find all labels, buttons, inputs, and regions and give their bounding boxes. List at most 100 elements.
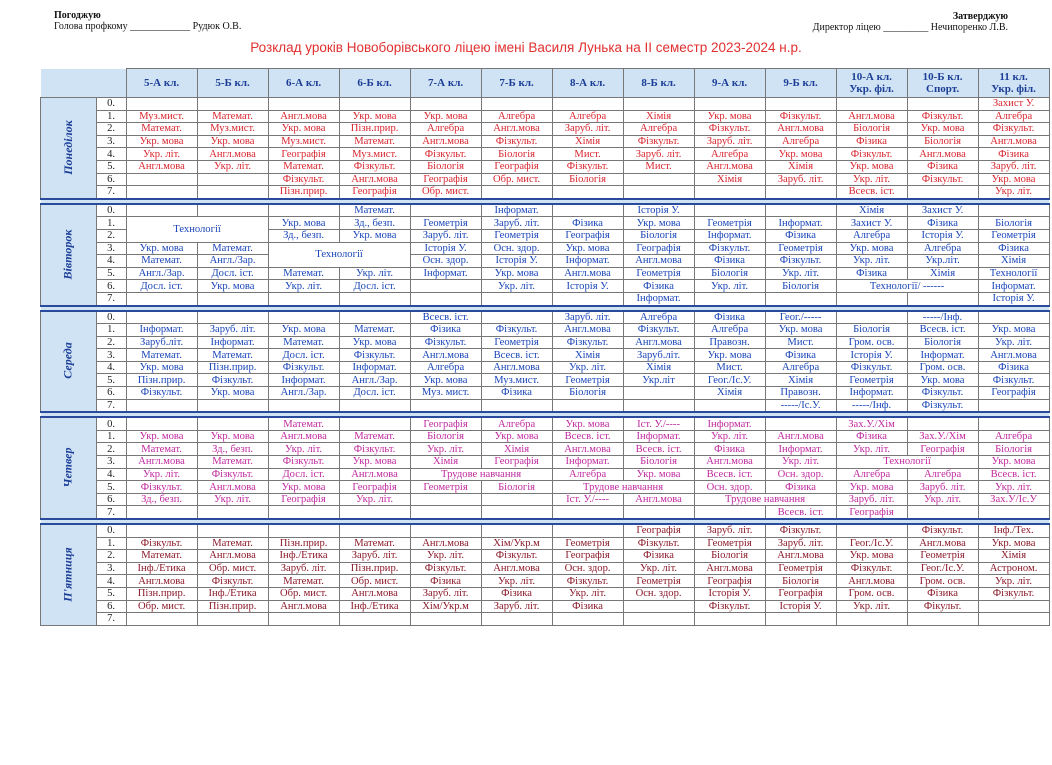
lesson-cell: Математ.: [338, 429, 411, 444]
lesson-cell: Географія: [693, 574, 766, 588]
lesson-row: 7. Пізн.прир. Географія Обр. мист. Всесв. іс…: [41, 185, 1050, 200]
lesson-row: 1. Технології Укр. мова Зд., безп. Геометрія…: [41, 216, 1050, 243]
lesson-cell: Муз.мист.: [480, 373, 553, 388]
class-header: 6-Б кл.: [338, 68, 411, 98]
lesson-cell: Математ.: [338, 323, 411, 337]
lesson-cell: Осн. здор.: [551, 561, 624, 576]
lesson-cell: Біологія: [409, 159, 482, 174]
class-header: 9-Б кл.: [764, 68, 837, 98]
lesson-cell: Укр. літ.: [835, 254, 908, 268]
lesson-cell: Муз. мист.: [409, 386, 482, 400]
lesson-cell: Англ.мова: [906, 147, 979, 161]
lesson-cell: Укр. мова: [622, 216, 695, 230]
lesson-cell: Обр. мист.: [338, 574, 411, 588]
lesson-cell: Інформат.: [551, 254, 624, 268]
lesson-cell: Укр. мова: [835, 159, 908, 174]
lesson-cell: Осн. здор.: [693, 480, 766, 494]
lesson-cell: [125, 97, 198, 111]
merged-lesson-cell: Технології: [835, 455, 979, 469]
lesson-cell: Укр. літ.: [622, 561, 695, 576]
approval-right-line: Директор ліцею _________ Нечипоренко Л.В…: [812, 22, 1008, 33]
lesson-cell: [196, 505, 269, 520]
lesson-cell: Укр. мова: [835, 480, 908, 494]
lesson-number: 1.: [95, 109, 127, 124]
lesson-row: 3. Математ. Математ. Досл. іст. Фізкульт. Анг…: [41, 348, 1050, 362]
lesson-cell: [906, 185, 979, 200]
day-separator: [40, 197, 1050, 205]
lesson-cell: Англ.мова: [764, 122, 837, 136]
lesson-cell: [764, 203, 837, 218]
lesson-row: 1. Інформат. Заруб. літ. Укр. мова Математ. Ф…: [41, 323, 1050, 337]
lesson-number: 2.: [95, 335, 127, 350]
lesson-cell: Англ.мова: [835, 574, 908, 588]
lesson-cell: Обр. мист.: [196, 561, 269, 576]
lesson-cell: Фізкульт.: [906, 386, 979, 400]
lesson-cell: Фізкульт.: [409, 561, 482, 576]
lesson-cell: Технології: [977, 266, 1050, 281]
lesson-cell: Англ.мова: [906, 536, 979, 551]
separator-cell: [40, 518, 1050, 525]
lesson-cell: -----/Інф.: [835, 398, 908, 413]
lesson-cell: Осн. здор.: [622, 586, 695, 601]
lesson-cell: Математ.: [125, 442, 198, 457]
lesson-cell: [551, 203, 624, 218]
class-header: 7-А кл.: [409, 68, 482, 98]
lesson-cell: Англ.мова: [338, 172, 411, 187]
lesson-cell: [267, 203, 340, 218]
lesson-cell: Укр. літ.: [835, 442, 908, 457]
lesson-cell: Укр. літ.: [551, 586, 624, 601]
lesson-cell: Алгебра: [551, 467, 624, 482]
lesson-cell: Англ.мова: [764, 549, 837, 563]
lesson-cell: Укр. літ.: [977, 185, 1050, 200]
lesson-cell: [977, 599, 1050, 614]
lesson-cell: Алгебра: [764, 134, 837, 149]
lesson-cell: [551, 97, 624, 111]
lesson-cell: Фізкульт.: [977, 122, 1050, 136]
lesson-cell: Всесв. іст.: [480, 348, 553, 362]
lesson-row: 7. Всесв. іст. Географія: [41, 505, 1050, 520]
lesson-cell: [196, 416, 269, 431]
lesson-number: 2.: [95, 122, 127, 136]
lesson-cell: Фізика: [551, 599, 624, 614]
lesson-cell: Укр. мова: [338, 228, 411, 243]
lesson-cell: Географія: [338, 480, 411, 494]
lesson-cell: Укр. літ.: [835, 172, 908, 187]
lesson-row: 2. Математ. Англ.мова Інф./Етика Заруб. літ.…: [41, 549, 1050, 563]
lesson-cell: Муз.мист.: [196, 122, 269, 136]
lesson-cell: Фізкульт.: [622, 536, 695, 551]
class-header-row: 5-А кл. 5-Б кл. 6-А кл. 6-Б кл. 7-А кл. 7-Б к…: [40, 68, 1050, 98]
lesson-cell: Хімія: [764, 159, 837, 174]
class-header: 11 кл. Укр. філ.: [977, 68, 1050, 98]
lesson-cell: [622, 172, 695, 187]
lesson-cell: Біологія: [977, 216, 1050, 230]
lesson-cell: Правозн.: [764, 386, 837, 400]
corner-cell: [40, 68, 127, 98]
lesson-cell: Географія: [622, 241, 695, 256]
lesson-cell: Укр. мова: [338, 455, 411, 469]
lesson-cell: Заруб.літ.: [622, 348, 695, 362]
class-header: 8-А кл.: [551, 68, 624, 98]
lesson-number: 0.: [95, 416, 127, 431]
lesson-cell: Алгебра: [622, 122, 695, 136]
lesson-cell: Біологія: [409, 429, 482, 444]
lesson-cell: Біологія: [764, 279, 837, 293]
lesson-cell: Історія У.: [480, 254, 553, 268]
lesson-cell: Фізкульт.: [338, 159, 411, 174]
lesson-cell: [267, 309, 340, 325]
lesson-cell: Фізкульт.: [622, 323, 695, 337]
lesson-cell: [906, 505, 979, 520]
lesson-cell: Укр. мова: [551, 241, 624, 256]
lesson-cell: Хімія: [693, 172, 766, 187]
lesson-cell: Англ.мова: [480, 360, 553, 375]
lesson-cell: [480, 523, 553, 538]
lesson-cell: [693, 203, 766, 218]
lesson-cell: Математ.: [196, 536, 269, 551]
lesson-cell: Всесв. іст.: [977, 467, 1050, 482]
lesson-cell: Фізкульт.: [693, 122, 766, 136]
lesson-row: Вівторок 0. Математ. Інформат. Історія У. Хім…: [40, 203, 1050, 306]
lesson-cell: Укр. мова: [409, 109, 482, 124]
lesson-cell: Математ.: [196, 348, 269, 362]
lesson-cell: Англ.мова: [125, 455, 198, 469]
lesson-number: 5.: [95, 586, 127, 601]
lesson-cell: [551, 291, 624, 307]
